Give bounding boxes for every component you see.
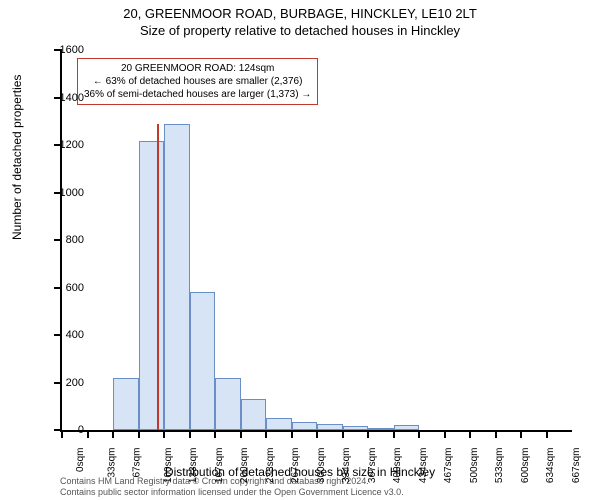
- y-tick: [54, 239, 62, 241]
- chart-area: [60, 50, 570, 430]
- x-tick: [393, 430, 395, 438]
- footer-line2: Contains public sector information licen…: [60, 487, 404, 498]
- x-tick-label: 400sqm: [392, 448, 403, 484]
- x-tick: [520, 430, 522, 438]
- x-tick-label: 100sqm: [163, 448, 174, 484]
- x-tick-label: 467sqm: [443, 448, 454, 484]
- x-tick-label: 500sqm: [469, 448, 480, 484]
- y-axis-title: Number of detached properties: [10, 75, 24, 240]
- y-tick-label: 1600: [60, 44, 84, 56]
- annotation-box: 20 GREENMOOR ROAD: 124sqm ← 63% of detac…: [77, 58, 318, 105]
- x-tick: [342, 430, 344, 438]
- x-tick: [316, 430, 318, 438]
- x-tick-label: 334sqm: [341, 448, 352, 484]
- x-tick: [61, 430, 63, 438]
- x-tick: [265, 430, 267, 438]
- x-tick-label: 200sqm: [239, 448, 250, 484]
- x-tick-label: 634sqm: [545, 448, 556, 484]
- plot-area: [60, 50, 572, 432]
- y-tick-label: 800: [66, 234, 84, 246]
- y-tick-label: 0: [78, 424, 84, 436]
- y-tick: [54, 287, 62, 289]
- x-tick: [138, 430, 140, 438]
- x-tick: [189, 430, 191, 438]
- x-tick: [367, 430, 369, 438]
- x-tick: [214, 430, 216, 438]
- y-tick-label: 1400: [60, 92, 84, 104]
- y-tick-label: 1000: [60, 187, 84, 199]
- y-tick-label: 400: [66, 329, 84, 341]
- x-tick: [546, 430, 548, 438]
- annotation-line1: 20 GREENMOOR ROAD: 124sqm: [84, 62, 311, 75]
- x-tick: [291, 430, 293, 438]
- chart-title-main: 20, GREENMOOR ROAD, BURBAGE, HINCKLEY, L…: [0, 0, 600, 21]
- footer-line1: Contains HM Land Registry data © Crown c…: [60, 476, 404, 487]
- histogram-bar: [241, 399, 267, 430]
- annotation-line3: 36% of semi-detached houses are larger (…: [84, 88, 311, 101]
- x-tick: [163, 430, 165, 438]
- histogram-bar: [368, 428, 394, 430]
- y-tick-label: 200: [66, 377, 84, 389]
- x-tick-label: 667sqm: [571, 448, 582, 484]
- histogram-bar: [215, 378, 241, 430]
- x-tick: [495, 430, 497, 438]
- x-tick: [469, 430, 471, 438]
- annotation-line2: ← 63% of detached houses are smaller (2,…: [84, 75, 311, 88]
- property-marker-line: [157, 124, 159, 430]
- x-tick-label: 267sqm: [290, 448, 301, 484]
- x-tick: [87, 430, 89, 438]
- histogram-bar: [139, 141, 165, 430]
- histogram-bar: [317, 424, 343, 430]
- x-tick-label: 67sqm: [132, 448, 143, 478]
- histogram-bar: [164, 124, 190, 430]
- histogram-bar: [113, 378, 139, 430]
- x-tick-label: 367sqm: [367, 448, 378, 484]
- footer-attribution: Contains HM Land Registry data © Crown c…: [60, 476, 404, 498]
- histogram-bar: [343, 426, 369, 430]
- histogram-bar: [394, 425, 420, 430]
- histogram-bar: [292, 422, 318, 430]
- histogram-bar: [266, 418, 292, 430]
- x-tick-label: 33sqm: [106, 448, 117, 478]
- x-tick-label: 0sqm: [75, 448, 86, 472]
- x-tick-label: 167sqm: [214, 448, 225, 484]
- histogram-bar: [190, 292, 216, 430]
- x-tick-label: 300sqm: [316, 448, 327, 484]
- y-tick: [54, 334, 62, 336]
- y-tick: [54, 382, 62, 384]
- x-tick-label: 434sqm: [418, 448, 429, 484]
- x-tick: [240, 430, 242, 438]
- x-tick-label: 600sqm: [520, 448, 531, 484]
- y-tick-label: 1200: [60, 139, 84, 151]
- x-tick-label: 233sqm: [265, 448, 276, 484]
- x-tick: [444, 430, 446, 438]
- x-tick: [418, 430, 420, 438]
- x-tick-label: 533sqm: [494, 448, 505, 484]
- y-tick-label: 600: [66, 282, 84, 294]
- x-tick-label: 133sqm: [188, 448, 199, 484]
- chart-title-sub: Size of property relative to detached ho…: [0, 21, 600, 38]
- x-tick: [112, 430, 114, 438]
